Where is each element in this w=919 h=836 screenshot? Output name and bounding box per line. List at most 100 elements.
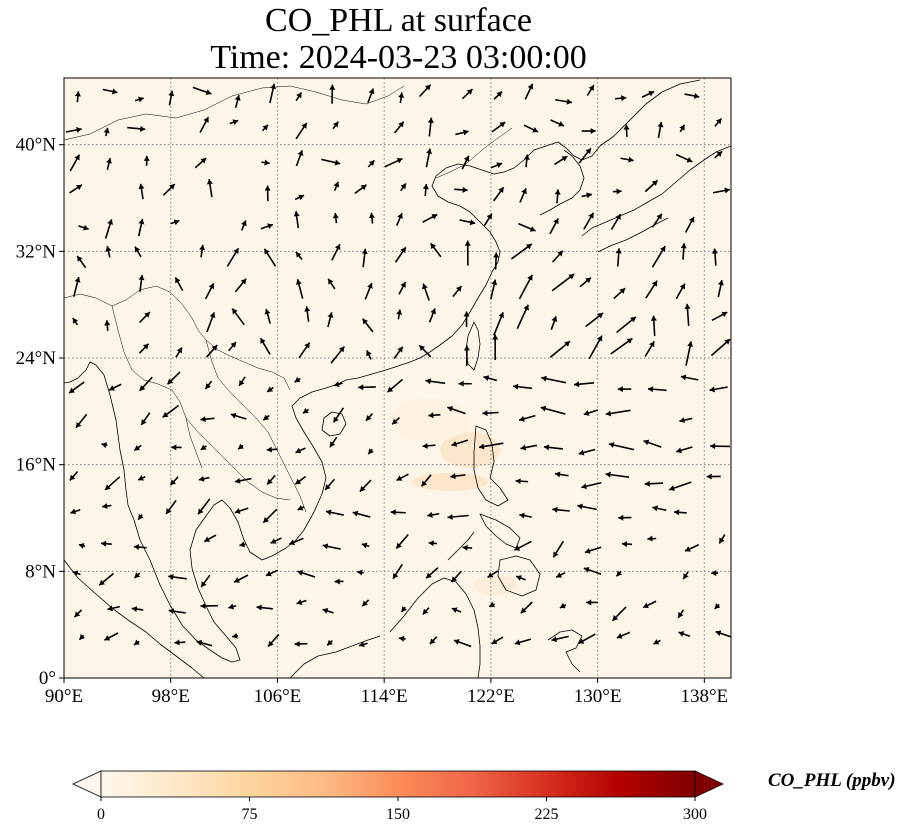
wind-arrow-head xyxy=(586,192,592,199)
wind-arrow xyxy=(368,212,375,224)
map-title: CO_PHL at surface Time: 2024-03-23 03:00… xyxy=(0,2,797,76)
wind-arrow-head xyxy=(586,599,592,606)
wind-arrow xyxy=(493,186,505,202)
coastline-japan-kyushu xyxy=(581,145,731,237)
wind-arrow-head xyxy=(515,478,521,485)
wind-arrow-head xyxy=(724,339,731,345)
wind-arrow xyxy=(206,178,213,198)
wind-arrow xyxy=(390,509,406,516)
wind-arrow-head xyxy=(138,475,144,481)
wind-arrow-head xyxy=(561,156,568,162)
wind-arrow-head xyxy=(422,184,429,190)
wind-arrow xyxy=(170,219,180,226)
wind-arrow xyxy=(232,632,239,639)
wind-arrow xyxy=(668,481,692,491)
wind-arrow xyxy=(543,444,563,451)
wind-arrow-head xyxy=(174,639,180,646)
wind-arrow-head xyxy=(463,311,470,317)
wind-arrow xyxy=(489,279,498,300)
wind-arrow-head xyxy=(717,279,724,286)
coastline-mindanao xyxy=(497,555,541,597)
wind-arrow-head xyxy=(333,181,340,188)
coastline-luzon xyxy=(473,425,509,507)
wind-arrow xyxy=(165,499,177,515)
wind-arrow xyxy=(464,240,471,266)
coastline-borneo xyxy=(289,577,481,678)
wind-arrow xyxy=(610,213,622,230)
map-background xyxy=(64,78,731,678)
wind-arrow-head xyxy=(451,607,458,613)
wind-arrow xyxy=(304,306,311,322)
wind-arrow-head xyxy=(612,615,619,621)
colorbar-extend-max xyxy=(694,770,724,798)
wind-arrow xyxy=(321,158,341,166)
wind-arrow-head xyxy=(514,545,521,551)
wind-arrow-head xyxy=(559,602,566,609)
wind-arrow-head xyxy=(270,83,277,90)
wind-arrow-head xyxy=(334,244,341,251)
wind-arrow-head xyxy=(499,122,506,128)
wind-arrow-head xyxy=(72,570,79,577)
wind-arrow xyxy=(483,375,498,382)
wind-arrow xyxy=(520,601,533,614)
wind-arrow-head xyxy=(709,386,715,393)
wind-arrow xyxy=(427,511,440,518)
wind-arrow xyxy=(711,248,718,266)
wind-arrow-head xyxy=(325,509,332,516)
wind-arrow xyxy=(228,341,237,352)
wind-arrow-head xyxy=(630,316,636,323)
colorbar-tick-label: 225 xyxy=(535,806,559,823)
wind-arrow xyxy=(422,183,429,196)
border-myanmar xyxy=(111,305,203,469)
wind-arrow-head xyxy=(597,312,604,319)
wind-arrow-head xyxy=(623,124,630,130)
wind-arrow-head xyxy=(568,274,575,280)
wind-arrow-head xyxy=(487,572,494,578)
wind-arrow xyxy=(581,481,602,490)
wind-arrow xyxy=(358,641,368,648)
wind-arrow-head xyxy=(228,603,235,610)
wind-arrow-head xyxy=(328,278,334,285)
wind-arrow xyxy=(391,417,401,425)
wind-arrow-head xyxy=(650,315,657,321)
wind-arrow-head xyxy=(134,639,140,645)
wind-arrow xyxy=(422,283,430,301)
wind-arrow-head xyxy=(651,180,658,186)
wind-arrow-head xyxy=(583,566,590,573)
wind-arrow xyxy=(76,255,87,269)
wind-arrow-head xyxy=(101,442,108,449)
wind-arrow xyxy=(718,534,726,544)
wind-arrow xyxy=(430,242,442,258)
wind-arrow-head xyxy=(462,544,468,551)
wind-arrow xyxy=(166,371,181,385)
wind-arrow xyxy=(395,212,403,227)
wind-arrow-head xyxy=(520,444,527,451)
wind-arrow xyxy=(72,570,81,577)
wind-arrow xyxy=(293,211,300,229)
wind-arrow-head xyxy=(617,386,623,393)
wind-arrow xyxy=(515,478,529,485)
wind-arrow-head xyxy=(616,570,623,577)
wind-arrow-head xyxy=(205,383,211,389)
wind-arrow-head xyxy=(430,243,437,250)
wind-arrow-head xyxy=(296,92,302,99)
wind-arrow xyxy=(171,444,182,451)
wind-arrow xyxy=(294,194,305,201)
wind-arrow xyxy=(616,631,631,639)
wind-arrow xyxy=(623,124,630,137)
wind-arrow-head xyxy=(329,84,336,90)
wind-arrow xyxy=(174,276,184,292)
lon-tick-label: 98°E xyxy=(152,686,190,707)
map-panel[interactable] xyxy=(63,77,732,679)
wind-arrow-head xyxy=(198,508,204,515)
wind-arrow xyxy=(518,414,536,422)
wind-arrow xyxy=(447,513,469,520)
wind-arrow xyxy=(519,187,527,203)
wind-arrow-head xyxy=(357,569,363,576)
wind-arrow-head xyxy=(69,387,75,394)
wind-arrow xyxy=(329,436,338,448)
coastline-palawan xyxy=(447,531,475,561)
wind-arrow xyxy=(493,311,505,336)
wind-arrow xyxy=(551,250,564,263)
wind-arrow xyxy=(233,574,249,583)
